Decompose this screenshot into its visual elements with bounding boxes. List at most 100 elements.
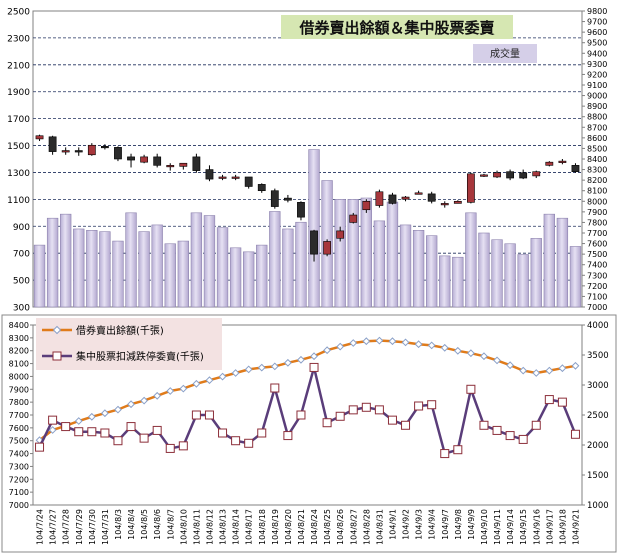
candle-body [257,184,266,192]
candle-body [283,197,292,201]
lending-balance-point [270,362,279,371]
sell-orders-point [466,384,476,394]
top-left-tick-label: 500 [13,277,30,287]
bottom-left-tick-label: 7100 [9,488,29,497]
candle-body [153,156,162,166]
candle-body [205,169,214,180]
top-right-tick-label: 7900 [587,208,607,217]
top-right-tick-label: 9100 [587,81,607,90]
lending-balance-point [480,352,488,361]
candle-body [453,200,462,204]
lending-balance-point [205,376,214,385]
bottom-left-tick-label: 7800 [9,398,29,407]
bottom-chart-panel: 7000 7100 7200 7300 7400 7500 7600 7700 7800 7900… [1,314,617,553]
top-right-tick-label: 7500 [587,250,607,259]
lending-balance-point [375,336,384,345]
top-right-tick-label: 9400 [587,49,607,58]
sell-orders-point [48,415,58,425]
x-axis-date-label: 104/9/10 [480,509,489,545]
top-right-tick-label: 8800 [587,113,607,122]
candle-body [414,192,423,195]
top-right-tick-label: 9000 [587,92,607,101]
sell-orders-point [113,436,123,446]
x-axis-date-label: 104/8/21 [297,509,306,545]
x-axis-date-label: 104/7/27 [49,509,58,545]
volume-label-background [473,44,537,63]
bottom-left-tick-label: 7300 [9,462,29,471]
lending-balance-point [571,361,580,370]
sell-orders-point [348,405,358,415]
volume-bar [465,212,477,308]
volume-bar [216,227,229,308]
top-left-tick-label: 1500 [7,142,30,152]
lending-balance-point [362,337,371,346]
sell-orders-point [335,411,345,421]
lending-balance-point [231,369,240,377]
volume-bar [556,217,569,308]
x-axis-date-label: 104/9/15 [519,509,528,545]
top-right-tick-label: 7600 [587,240,607,249]
chart-title-background [281,15,513,39]
x-axis-date-label: 104/9/4 [428,509,437,540]
sell-orders-point [283,431,293,441]
candle-body [179,162,188,167]
top-right-tick-label: 7700 [587,229,607,238]
lending-balance-point [100,409,109,418]
x-axis-date-label: 104/8/3 [114,509,123,540]
lending-balance-point [336,342,345,351]
candle-body [558,160,567,163]
candle-body [297,202,305,218]
lending-balance-point [532,369,541,377]
x-axis-date-label: 104/8/12 [205,509,214,545]
volume-bar [412,230,425,308]
candle-body [61,150,70,153]
sell-orders-point [100,428,110,438]
top-right-tick-label: 8400 [587,155,607,164]
lending-balance-point [74,417,83,425]
candle-body [87,144,96,156]
lending-balance-point [453,346,462,355]
volume-bar [334,199,346,308]
x-axis-date-label: 104/9/18 [558,509,567,545]
volume-bar [295,221,307,308]
x-axis-date-label: 104/9/21 [571,509,580,545]
top-right-tick-label: 8600 [587,134,607,143]
candle-body [532,171,541,177]
top-right-tick-label: 9800 [587,7,607,16]
volume-bar [478,232,490,308]
volume-bar [426,235,438,308]
candle-body [310,230,318,255]
lending-balance-point [87,412,96,421]
candle-body [231,176,240,179]
candle-body [166,165,175,168]
lending-balance-point [558,364,567,373]
volume-bar [543,213,555,308]
sell-orders-point [387,415,397,425]
lending-balance-point [349,339,358,347]
candle-body [362,200,371,211]
top-left-tick-label: 1100 [7,196,30,206]
candle-body [74,150,83,153]
sell-orders-point [322,418,332,428]
x-axis-date-label: 104/8/18 [258,509,267,545]
sell-orders-point [178,441,188,451]
sell-orders-point [257,428,267,438]
volume-bar [60,213,72,308]
top-right-tick-label: 8500 [587,144,607,153]
bottom-left-tick-label: 7900 [9,385,29,394]
bottom-left-tick-label: 8100 [9,360,29,369]
volume-bar [399,224,412,308]
volume-bar [112,240,124,308]
lending-balance-point [401,338,410,347]
x-axis-date-label: 104/9/14 [506,509,515,545]
volume-bar [86,230,98,308]
candle-body [270,190,279,207]
sell-orders-point [152,425,162,435]
x-axis-date-label: 104/8/27 [349,509,358,545]
volume-bar [73,228,85,308]
volume-bar [243,251,255,308]
sell-orders-point [165,443,175,453]
bottom-left-tick-label: 7500 [9,437,29,446]
top-right-tick-label: 8700 [587,123,607,132]
candle-body [336,230,345,239]
